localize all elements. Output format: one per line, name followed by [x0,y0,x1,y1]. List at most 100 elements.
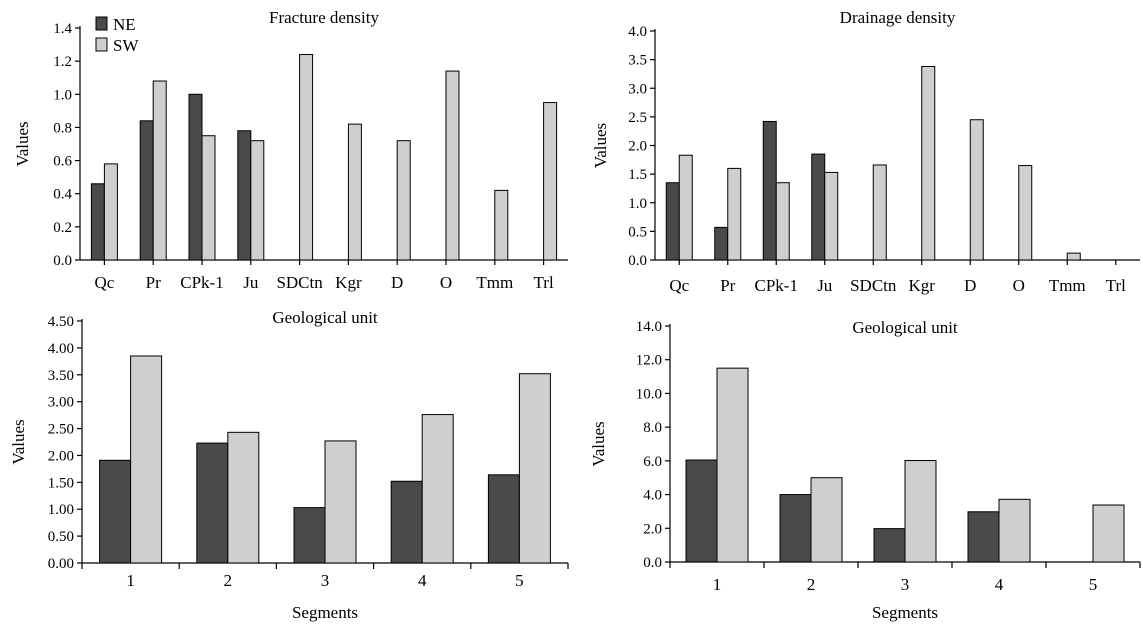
y-tick-label: 0.6 [53,154,72,170]
bar-sw-sdctn [299,54,314,261]
y-axis-label: Values [589,421,608,466]
fracture-density-chart: Fracture density Values 0.0 0.2 0.4 0.6 0.8 1.0… [13,8,568,292]
y-tick-label: 0.00 [48,556,74,572]
x-tick-label: 4 [418,571,427,590]
bar-sw-5 [518,373,551,564]
y-tick-label: 3.5 [628,53,647,69]
x-tick-label: O [1013,276,1025,295]
y-tick-label: 6.0 [643,454,662,470]
y-tick-label: 0.8 [53,120,72,136]
y-tick-label: 0.4 [53,187,72,203]
bar-ne-cpk-1 [762,120,777,261]
bar-ne-5 [487,474,520,564]
bar-ne-qc [90,183,105,261]
chart-title: Fracture density [269,8,379,27]
y-tick-label: 0.2 [53,220,72,236]
y-axis-label: Values [591,123,610,168]
y-tick-label: 2.5 [628,110,647,126]
legend-swatch-ne [95,16,108,31]
y-tick-label: 10.0 [636,386,662,402]
bar-sw-kgr [921,65,936,261]
chart-title: Geological unit [272,308,378,327]
y-tick-label: 4.00 [48,341,74,357]
bar-sw-o [1018,165,1033,261]
x-tick-label: Ju [817,276,833,295]
y-tick-label: 3.0 [628,81,647,97]
y-tick-label: 2.0 [628,139,647,155]
x-tick-label: Pr [720,276,735,295]
x-tick-label: Trl [1106,276,1126,295]
y-tick-label: 1.50 [48,475,74,491]
y-tick-label: 1.00 [48,502,74,518]
bar-sw-cpk-1 [201,135,216,261]
bar-ne-3 [873,528,906,563]
legend-label-ne: NE [113,15,136,34]
bar-sw-qc [103,163,118,261]
x-tick-label: 2 [807,575,816,594]
bar-ne-1 [685,459,718,563]
y-tick-label: 4.0 [628,24,647,40]
bar-sw-1 [716,367,749,563]
x-tick-label: SDCtn [850,276,897,295]
x-tick-label: Qc [94,273,114,292]
x-tick-label: D [391,273,403,292]
bar-sw-pr [727,167,742,261]
bar-ne-1 [99,459,132,564]
bar-sw-d [396,140,411,261]
bar-sw-cpk-1 [775,182,790,261]
x-tick-label: SDCtn [276,273,323,292]
x-tick-label: CPk-1 [755,276,798,295]
y-tick-label: 2.0 [643,521,662,537]
x-tick-label: CPk-1 [180,273,223,292]
y-tick-label: 0.0 [643,555,662,571]
bar-sw-trl [543,102,558,261]
y-tick-label: 1.0 [53,87,72,103]
x-tick-label: 5 [515,571,524,590]
bar-ne-2 [196,442,229,564]
bar-sw-o [445,70,460,261]
y-tick-label: 14.0 [636,319,662,335]
x-tick-label: Trl [534,273,554,292]
x-tick-label: Pr [146,273,161,292]
y-axis-label: Values [13,121,32,166]
bar-sw-d [969,119,984,261]
y-tick-label: 0.50 [48,529,74,545]
geological-unit-chart-right: Geological unit Values 0.0 2.0 4.0 6.0 8.0 10.0… [589,318,1141,622]
bar-ne-ju [811,153,826,261]
bar-sw-2 [227,431,260,564]
x-tick-label: Tmm [476,273,513,292]
bar-sw-1 [130,355,163,564]
x-axis-label: Segments [872,603,938,622]
y-tick-label: 0.0 [53,253,72,269]
bar-ne-3 [293,507,326,564]
bar-sw-sdctn [872,164,887,261]
bar-sw-ju [824,171,839,261]
y-tick-label: 3.00 [48,395,74,411]
x-tick-label: O [440,273,452,292]
y-tick-label: 12.0 [636,353,662,369]
drainage-density-chart: Drainage density Values 0.0 0.5 1.0 1.5 2.0 2.5… [591,8,1140,295]
y-tick-label: 3.50 [48,368,74,384]
bar-sw-ju [250,140,265,261]
y-tick-label: 1.2 [53,54,72,70]
bar-sw-kgr [347,123,362,261]
x-tick-label: 3 [901,575,910,594]
y-tick-label: 1.5 [628,167,647,183]
bar-ne-pr [139,120,154,261]
bar-ne-2 [779,494,812,563]
bar-ne-4 [390,480,423,564]
x-tick-label: 3 [321,571,330,590]
bar-sw-tmm [494,189,509,261]
bar-sw-tmm [1066,252,1081,261]
bar-sw-3 [324,440,357,564]
bar-sw-2 [810,477,843,563]
x-tick-label: 1 [126,571,135,590]
y-tick-label: 4.0 [643,488,662,504]
x-tick-label: 2 [224,571,233,590]
bar-sw-pr [152,80,167,261]
bar-ne-pr [714,226,729,261]
legend-swatch-sw [95,37,108,52]
bar-sw-4 [421,414,454,564]
y-tick-label: 4.50 [48,314,74,330]
bar-ne-qc [665,182,680,261]
